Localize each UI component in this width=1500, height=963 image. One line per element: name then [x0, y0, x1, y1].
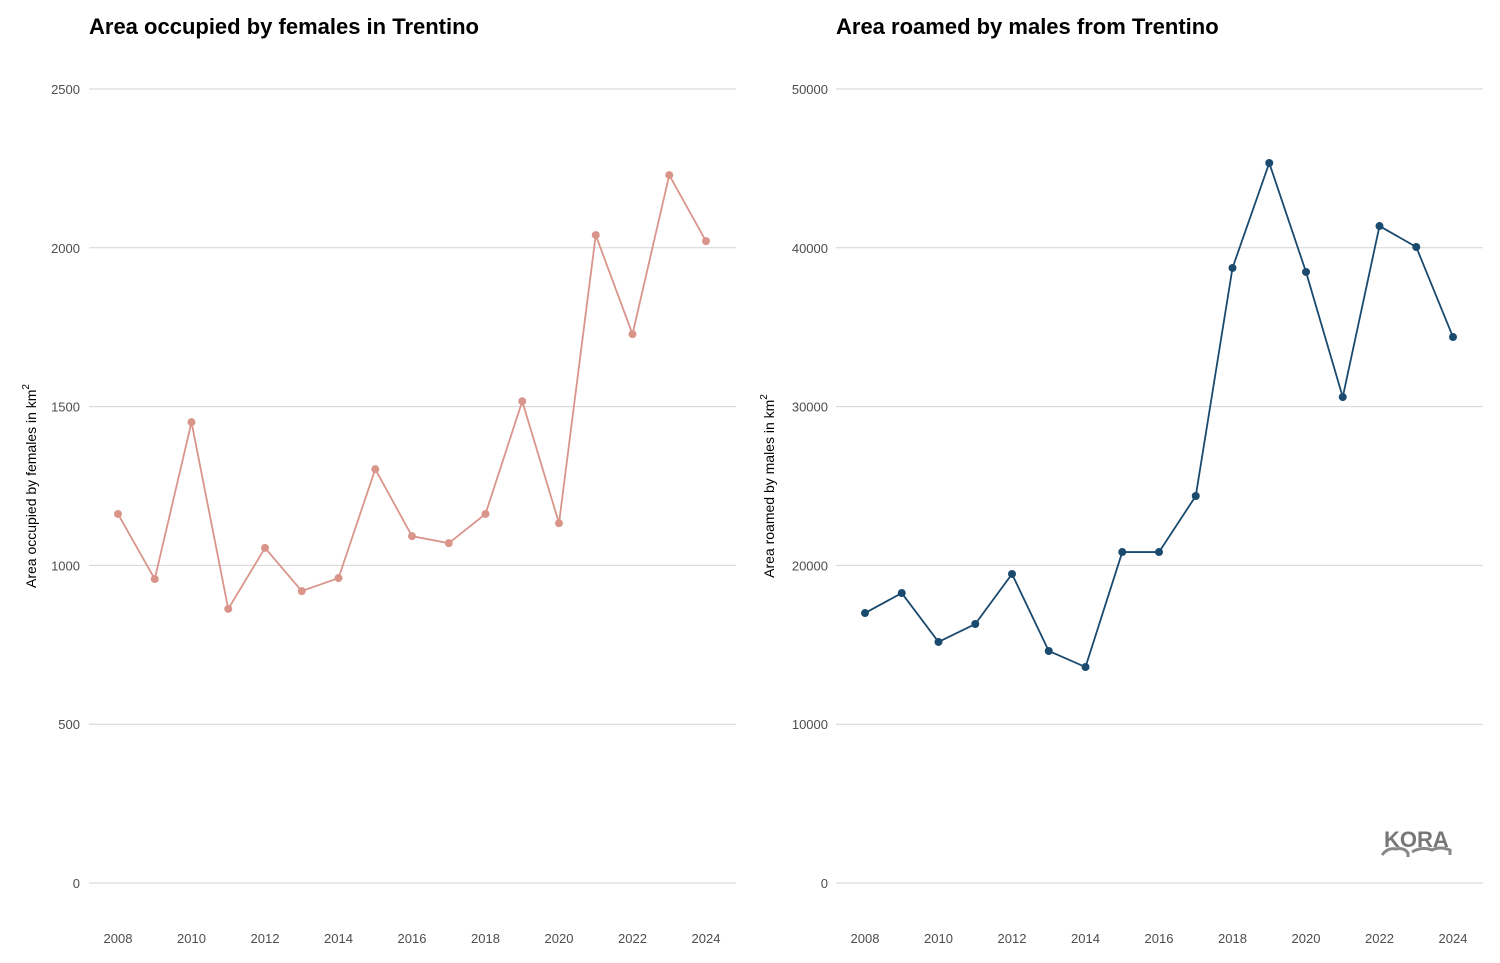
x-tick-label: 2012 [998, 931, 1027, 946]
data-point [971, 619, 980, 628]
data-point [665, 171, 674, 180]
data-point [1265, 159, 1274, 168]
data-point [1044, 646, 1053, 655]
data-point [187, 418, 196, 427]
y-tick-label: 1500 [51, 400, 80, 415]
data-point [114, 509, 122, 518]
y-tick-label: 20000 [792, 558, 828, 573]
x-tick-label: 2022 [1365, 931, 1394, 946]
x-tick-label: 2014 [324, 931, 353, 946]
x-tick-label: 2024 [1439, 931, 1468, 946]
x-tick-label: 2012 [251, 931, 280, 946]
y-tick-label: 500 [58, 717, 80, 732]
data-point [1375, 222, 1384, 231]
data-point [1081, 663, 1090, 672]
series-line [864, 160, 1454, 669]
x-tick-label: 2008 [851, 931, 880, 946]
x-tick-label: 2020 [545, 931, 574, 946]
x-tick-label: 2016 [1145, 931, 1174, 946]
y-tick-label: 10000 [792, 717, 828, 732]
y-tick-label: 50000 [792, 82, 828, 97]
x-tick-label: 2018 [471, 931, 500, 946]
y-tick-label: 2000 [51, 241, 80, 256]
data-point [1412, 243, 1421, 252]
y-axis-label: Area occupied by females in km2 [21, 384, 39, 588]
chart-title: Area roamed by males from Trentino [836, 14, 1219, 39]
females-area-panel: Area occupied by females in Trentino 0 500… [21, 14, 736, 946]
data-point [1449, 333, 1457, 342]
x-tick-label: 2016 [398, 931, 427, 946]
data-point [224, 604, 233, 613]
data-point [408, 532, 416, 541]
y-tick-label: 0 [73, 876, 80, 891]
x-tick-label: 2014 [1071, 931, 1100, 946]
data-point [150, 575, 159, 584]
chart-title: Area occupied by females in Trentino [89, 14, 479, 39]
data-point [518, 397, 527, 406]
series-line [117, 172, 707, 612]
males-area-panel: Area roamed by males from Trentino 0 10000… [759, 14, 1483, 946]
data-point [897, 589, 906, 598]
x-tick-label: 2008 [104, 931, 133, 946]
data-point [444, 539, 453, 548]
data-point [481, 509, 490, 518]
data-point [628, 330, 637, 339]
data-point [1155, 548, 1163, 557]
data-point [261, 543, 269, 552]
y-tick-label: 1000 [51, 558, 80, 573]
x-tick-label: 2022 [618, 931, 647, 946]
y-tick-label: 0 [821, 876, 828, 891]
data-point [1118, 548, 1127, 557]
data-point [1338, 393, 1347, 402]
data-point [861, 609, 869, 618]
data-point [334, 574, 343, 583]
data-point [371, 465, 380, 474]
x-tick-label: 2024 [692, 931, 721, 946]
data-point [555, 519, 563, 528]
data-point [702, 237, 710, 246]
data-point [1008, 569, 1016, 578]
data-point [934, 637, 943, 646]
x-tick-label: 2010 [177, 931, 206, 946]
x-tick-label: 2010 [924, 931, 953, 946]
y-axis-label: Area roamed by males in km2 [759, 394, 777, 578]
y-tick-label: 30000 [792, 400, 828, 415]
y-tick-label: 2500 [51, 82, 80, 97]
data-point [1302, 267, 1310, 276]
x-tick-label: 2020 [1292, 931, 1321, 946]
data-point [1191, 492, 1200, 501]
y-tick-label: 40000 [792, 241, 828, 256]
data-point [591, 231, 600, 240]
x-tick-label: 2018 [1218, 931, 1247, 946]
kora-logo: KORA [1380, 827, 1452, 857]
data-point [1228, 263, 1237, 272]
data-point [297, 587, 306, 596]
